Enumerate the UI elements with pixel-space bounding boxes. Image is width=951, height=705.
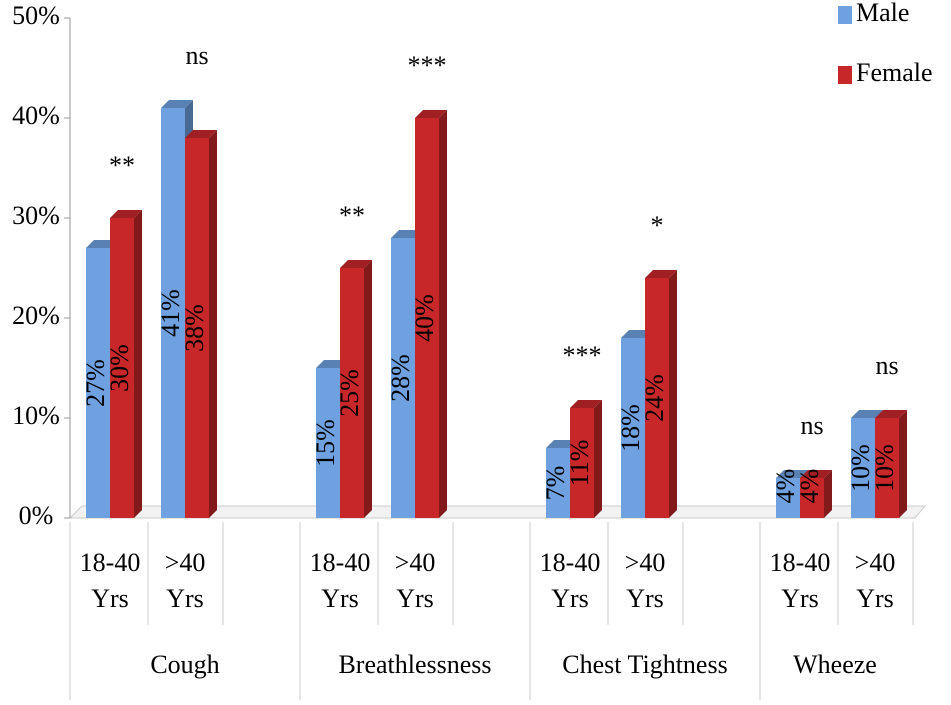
- bar-front: [340, 268, 364, 518]
- bar-front: [875, 418, 899, 518]
- bar-top: [851, 410, 883, 418]
- bar-front: [546, 448, 570, 518]
- legend-swatch: [838, 66, 852, 84]
- x-tick-label: 18-40: [310, 548, 371, 577]
- bar-top: [570, 400, 602, 408]
- significance-label: **: [109, 151, 135, 180]
- x-tick-label: Yrs: [91, 584, 129, 613]
- value-label: 10%: [846, 444, 875, 492]
- bar: [340, 260, 372, 518]
- significance-label: ns: [800, 411, 823, 440]
- y-tick-label: 10%: [12, 401, 60, 430]
- value-label: 7%: [541, 466, 570, 501]
- y-tick-label: 50%: [12, 1, 60, 30]
- significance-label: **: [339, 201, 365, 230]
- bar-top: [110, 210, 142, 218]
- significance-label: ***: [563, 341, 602, 370]
- significance-label: *: [651, 211, 664, 240]
- legend-label: Male: [856, 0, 909, 27]
- value-label: 41%: [156, 289, 185, 337]
- legend-label: Female: [856, 58, 933, 87]
- significance-label: ns: [185, 41, 208, 70]
- bar-front: [391, 238, 415, 518]
- value-label: 24%: [640, 374, 669, 422]
- bar-front: [161, 108, 185, 518]
- bar-front: [621, 338, 645, 518]
- value-label: 40%: [410, 294, 439, 342]
- x-tick-label: >40: [625, 548, 666, 577]
- group-label: Chest Tightness: [562, 650, 727, 679]
- value-label: 28%: [386, 354, 415, 402]
- value-label: 27%: [81, 359, 110, 407]
- x-tick-label: Yrs: [856, 584, 894, 613]
- bar-front: [86, 248, 110, 518]
- bar-top: [185, 130, 217, 138]
- group-label: Breathlessness: [338, 650, 491, 679]
- bar-front: [851, 418, 875, 518]
- value-label: 25%: [335, 369, 364, 417]
- x-tick-label: Yrs: [396, 584, 434, 613]
- bar-front: [415, 118, 439, 518]
- x-tick-label: Yrs: [166, 584, 204, 613]
- group-label: Cough: [150, 650, 219, 679]
- bar-top: [645, 270, 677, 278]
- x-tick-label: Yrs: [321, 584, 359, 613]
- bar-top: [800, 470, 832, 478]
- x-tick-label: 18-40: [770, 548, 831, 577]
- bar-top: [340, 260, 372, 268]
- bar-front: [316, 368, 340, 518]
- bar: [800, 470, 832, 518]
- bar: [185, 130, 217, 518]
- bar-side: [134, 210, 142, 518]
- bar-front: [185, 138, 209, 518]
- legend-swatch: [838, 6, 852, 24]
- value-label: 15%: [311, 419, 340, 467]
- bar-top: [776, 470, 808, 478]
- bar-side: [824, 470, 832, 518]
- bar: [110, 210, 142, 518]
- x-tick-label: >40: [395, 548, 436, 577]
- value-label: 4%: [771, 469, 800, 504]
- y-tick-label: 20%: [12, 301, 60, 330]
- x-tick-label: 18-40: [540, 548, 601, 577]
- bar: [570, 400, 602, 518]
- bar-top: [875, 410, 907, 418]
- value-label: 4%: [795, 469, 824, 504]
- x-tick-label: 18-40: [80, 548, 141, 577]
- bar-side: [669, 270, 677, 518]
- y-tick-label: 40%: [12, 101, 60, 130]
- bar-side: [594, 400, 602, 518]
- bar-front: [776, 478, 800, 518]
- value-label: 38%: [180, 304, 209, 352]
- group-label: Wheeze: [793, 650, 877, 679]
- significance-label: ***: [408, 51, 447, 80]
- x-tick-label: Yrs: [626, 584, 664, 613]
- x-tick-label: Yrs: [781, 584, 819, 613]
- bar-side: [439, 110, 447, 518]
- bar-front: [645, 278, 669, 518]
- x-tick-label: Yrs: [551, 584, 589, 613]
- bar-top: [415, 110, 447, 118]
- bar: [645, 270, 677, 518]
- bar-side: [899, 410, 907, 518]
- bar-front: [110, 218, 134, 518]
- bar-front: [570, 408, 594, 518]
- value-label: 30%: [105, 344, 134, 392]
- value-label: 18%: [616, 404, 645, 452]
- y-tick-label: 0%: [19, 501, 54, 530]
- y-tick-label: 30%: [12, 201, 60, 230]
- x-tick-label: >40: [165, 548, 206, 577]
- x-tick-label: >40: [855, 548, 896, 577]
- bar-front: [800, 478, 824, 518]
- bar-side: [364, 260, 372, 518]
- value-label: 10%: [870, 444, 899, 492]
- bar: [415, 110, 447, 518]
- bar: [875, 410, 907, 518]
- bar-side: [209, 130, 217, 518]
- significance-label: ns: [875, 351, 898, 380]
- bar-top: [161, 100, 193, 108]
- value-label: 11%: [565, 440, 594, 487]
